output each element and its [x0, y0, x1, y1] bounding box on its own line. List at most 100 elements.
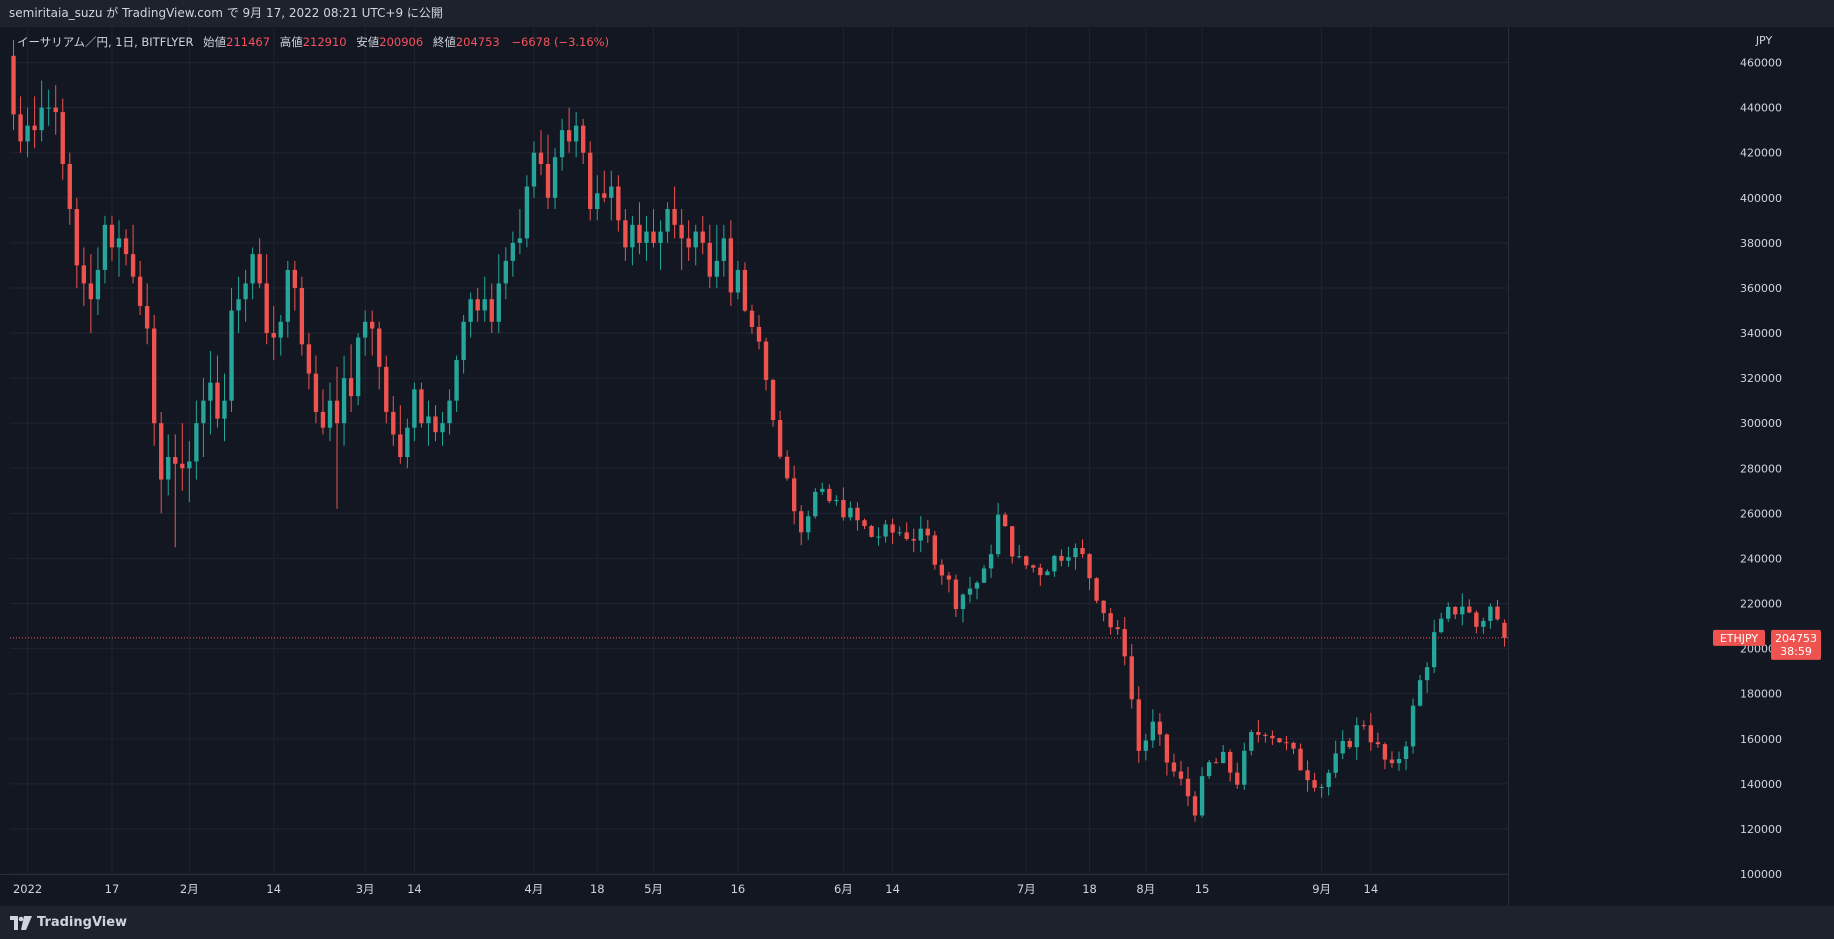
- time-tick-label: 14: [266, 882, 281, 896]
- candle-body: [799, 511, 804, 533]
- price-tick-label: 420000: [1740, 147, 1782, 160]
- candle-body: [236, 299, 241, 311]
- candle-body: [173, 457, 178, 464]
- candle-body: [644, 231, 649, 243]
- candle-body: [250, 254, 255, 284]
- candle-body: [1228, 751, 1233, 773]
- candle-body: [341, 378, 347, 424]
- candle-body: [1284, 742, 1289, 744]
- candle-body: [1185, 778, 1191, 797]
- candle-body: [116, 238, 122, 248]
- candle-body: [285, 269, 290, 322]
- price-tick-label: 320000: [1740, 372, 1782, 385]
- candle-body: [130, 254, 136, 277]
- candle-body: [1122, 629, 1127, 657]
- candle-body: [25, 125, 30, 142]
- candle-body: [137, 276, 143, 306]
- time-tick-label: 14: [407, 882, 422, 896]
- candle-body: [742, 269, 748, 311]
- price-tick-label: 300000: [1740, 417, 1782, 430]
- candle-body: [763, 341, 769, 380]
- candle-body: [1453, 606, 1458, 615]
- candle-body: [1467, 606, 1472, 613]
- candle-body: [1361, 725, 1367, 727]
- change-value: −6678 (−3.16%): [511, 35, 610, 49]
- candle-body: [1305, 770, 1310, 781]
- candle-body: [1347, 740, 1352, 748]
- candle-body: [74, 209, 79, 266]
- candle-body: [700, 231, 705, 243]
- candle-body: [1010, 526, 1015, 557]
- candle-body: [1031, 565, 1036, 568]
- candle-body: [665, 209, 670, 232]
- candle-body: [208, 382, 213, 401]
- candle-body: [398, 434, 403, 457]
- candle-body: [813, 491, 818, 517]
- publish-bar: semiritaia_suzu が TradingView.com で 9月 1…: [0, 0, 1834, 27]
- candle-body: [862, 520, 867, 527]
- candle-body: [271, 333, 276, 338]
- candle-body: [11, 55, 16, 115]
- time-tick-label: 14: [885, 882, 900, 896]
- candle-body: [616, 186, 621, 221]
- candle-body: [960, 594, 966, 610]
- candle-body: [1460, 606, 1465, 615]
- candle-body: [1045, 571, 1050, 576]
- tradingview-brand: TradingView: [37, 915, 128, 930]
- candle-body: [1340, 740, 1345, 754]
- candle-body: [1488, 606, 1493, 621]
- candle-body: [39, 107, 44, 131]
- time-tick-label: 2022: [13, 882, 42, 896]
- candle-body: [545, 163, 551, 198]
- candle-body: [67, 163, 72, 210]
- price-tick-label: 120000: [1740, 823, 1782, 836]
- time-tick-label: 5月: [644, 882, 663, 896]
- symbol-tag: ETHJPY: [1720, 632, 1759, 645]
- candle-body: [588, 152, 593, 210]
- chart-area[interactable]: 100000 120000 140000 160000 180000 200000 2200…: [0, 27, 1834, 906]
- candle-body: [370, 321, 375, 329]
- candle-body: [693, 231, 698, 248]
- candle-body: [749, 310, 755, 327]
- candle-body: [1206, 762, 1212, 777]
- candle-body: [1333, 753, 1338, 773]
- time-tick-label: 2月: [180, 882, 199, 896]
- candle-body: [1319, 786, 1324, 788]
- open-label: 始値: [203, 35, 227, 49]
- candle-body: [637, 224, 642, 243]
- candle-body: [820, 488, 825, 492]
- price-tick-label: 340000: [1740, 327, 1782, 340]
- price-tick-label: 440000: [1740, 102, 1782, 115]
- candle-body: [876, 536, 881, 538]
- candle-body: [988, 554, 994, 569]
- candle-body: [707, 242, 712, 277]
- candle-body: [510, 242, 516, 261]
- candle-body: [489, 299, 494, 322]
- candle-body: [777, 419, 783, 457]
- candle-body: [721, 238, 727, 261]
- candle-body: [81, 265, 87, 284]
- candle-body: [313, 373, 319, 412]
- candle-body: [257, 254, 262, 284]
- candle-body: [159, 423, 164, 480]
- candle-body: [609, 186, 614, 198]
- tradingview-logo[interactable]: TradingView: [10, 914, 127, 931]
- time-axis: 2022 17 2月 14 3月 14 4月 18 5月 16 6月 14 7月 18 8月 15 9月 14: [0, 874, 1508, 896]
- candlestick-chart[interactable]: 1000001200001400001600001800002000002200…: [0, 27, 1834, 906]
- candle-body: [1073, 547, 1078, 558]
- candle-body: [904, 532, 909, 539]
- candle-body: [355, 337, 361, 397]
- time-tick-label: 15: [1195, 882, 1210, 896]
- currency-label: JPY: [1755, 34, 1773, 47]
- candle-body: [32, 125, 37, 131]
- candle-body: [1424, 667, 1430, 681]
- candle-body: [531, 152, 537, 187]
- candle-body: [1417, 680, 1423, 706]
- candle-body: [215, 382, 220, 419]
- candle-body: [264, 283, 269, 334]
- time-tick-label: 8月: [1136, 882, 1155, 896]
- chart-grid: [10, 27, 1508, 875]
- candle-body: [454, 360, 459, 401]
- candle-body: [1481, 620, 1486, 627]
